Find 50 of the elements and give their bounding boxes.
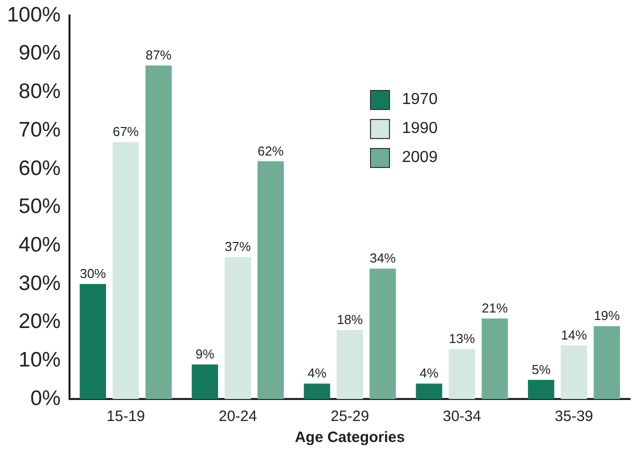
bar [224, 257, 251, 399]
data-label: 21% [482, 300, 508, 316]
x-tick-label: 20-24 [218, 408, 257, 426]
y-tick-label: 30% [18, 272, 61, 295]
bar [112, 142, 139, 399]
bar [258, 161, 284, 399]
legend-label: 2009 [402, 149, 438, 167]
bar [370, 268, 396, 399]
y-tick-label: 20% [18, 310, 61, 334]
y-tick-label: 60% [18, 156, 61, 180]
y-tick-label: 90% [18, 42, 61, 65]
x-axis-title: Age Categories [294, 429, 405, 446]
data-label: 37% [224, 239, 252, 254]
y-tick-label: 10% [18, 348, 61, 372]
bar [304, 384, 330, 399]
data-label: 67% [112, 124, 140, 140]
data-label: 14% [560, 327, 588, 342]
bar [594, 326, 620, 399]
data-label: 5% [532, 362, 551, 377]
bar [80, 284, 106, 399]
y-tick-label: 40% [18, 233, 61, 256]
bar [528, 380, 554, 399]
data-label: 34% [370, 250, 396, 266]
data-label: 30% [80, 266, 106, 282]
data-label: 4% [420, 366, 439, 381]
data-label: 18% [336, 312, 364, 328]
x-tick-label: 35-39 [554, 408, 594, 426]
x-tick-label: 30-34 [442, 408, 482, 426]
data-label: 4% [308, 366, 327, 381]
data-label: 13% [448, 331, 476, 346]
data-label: 19% [594, 308, 620, 324]
legend-label: 1990 [402, 120, 438, 138]
data-label: 87% [146, 48, 172, 63]
y-tick-label: 50% [18, 195, 61, 218]
bar [192, 364, 218, 399]
bar [560, 345, 588, 399]
bar [416, 384, 442, 399]
bar [336, 330, 364, 399]
y-tick-label: 70% [18, 118, 61, 142]
x-tick-label: 25-29 [330, 408, 370, 426]
data-label: 9% [196, 346, 215, 362]
bar [448, 349, 476, 399]
y-tick-label: 100% [6, 3, 61, 26]
data-label: 62% [258, 143, 284, 158]
legend-label: 1970 [402, 91, 438, 109]
y-tick-label: 80% [18, 80, 61, 104]
y-tick-label: 0% [30, 386, 61, 410]
x-tick-label: 15-19 [106, 408, 145, 426]
bar [145, 65, 172, 399]
bar [482, 318, 508, 399]
